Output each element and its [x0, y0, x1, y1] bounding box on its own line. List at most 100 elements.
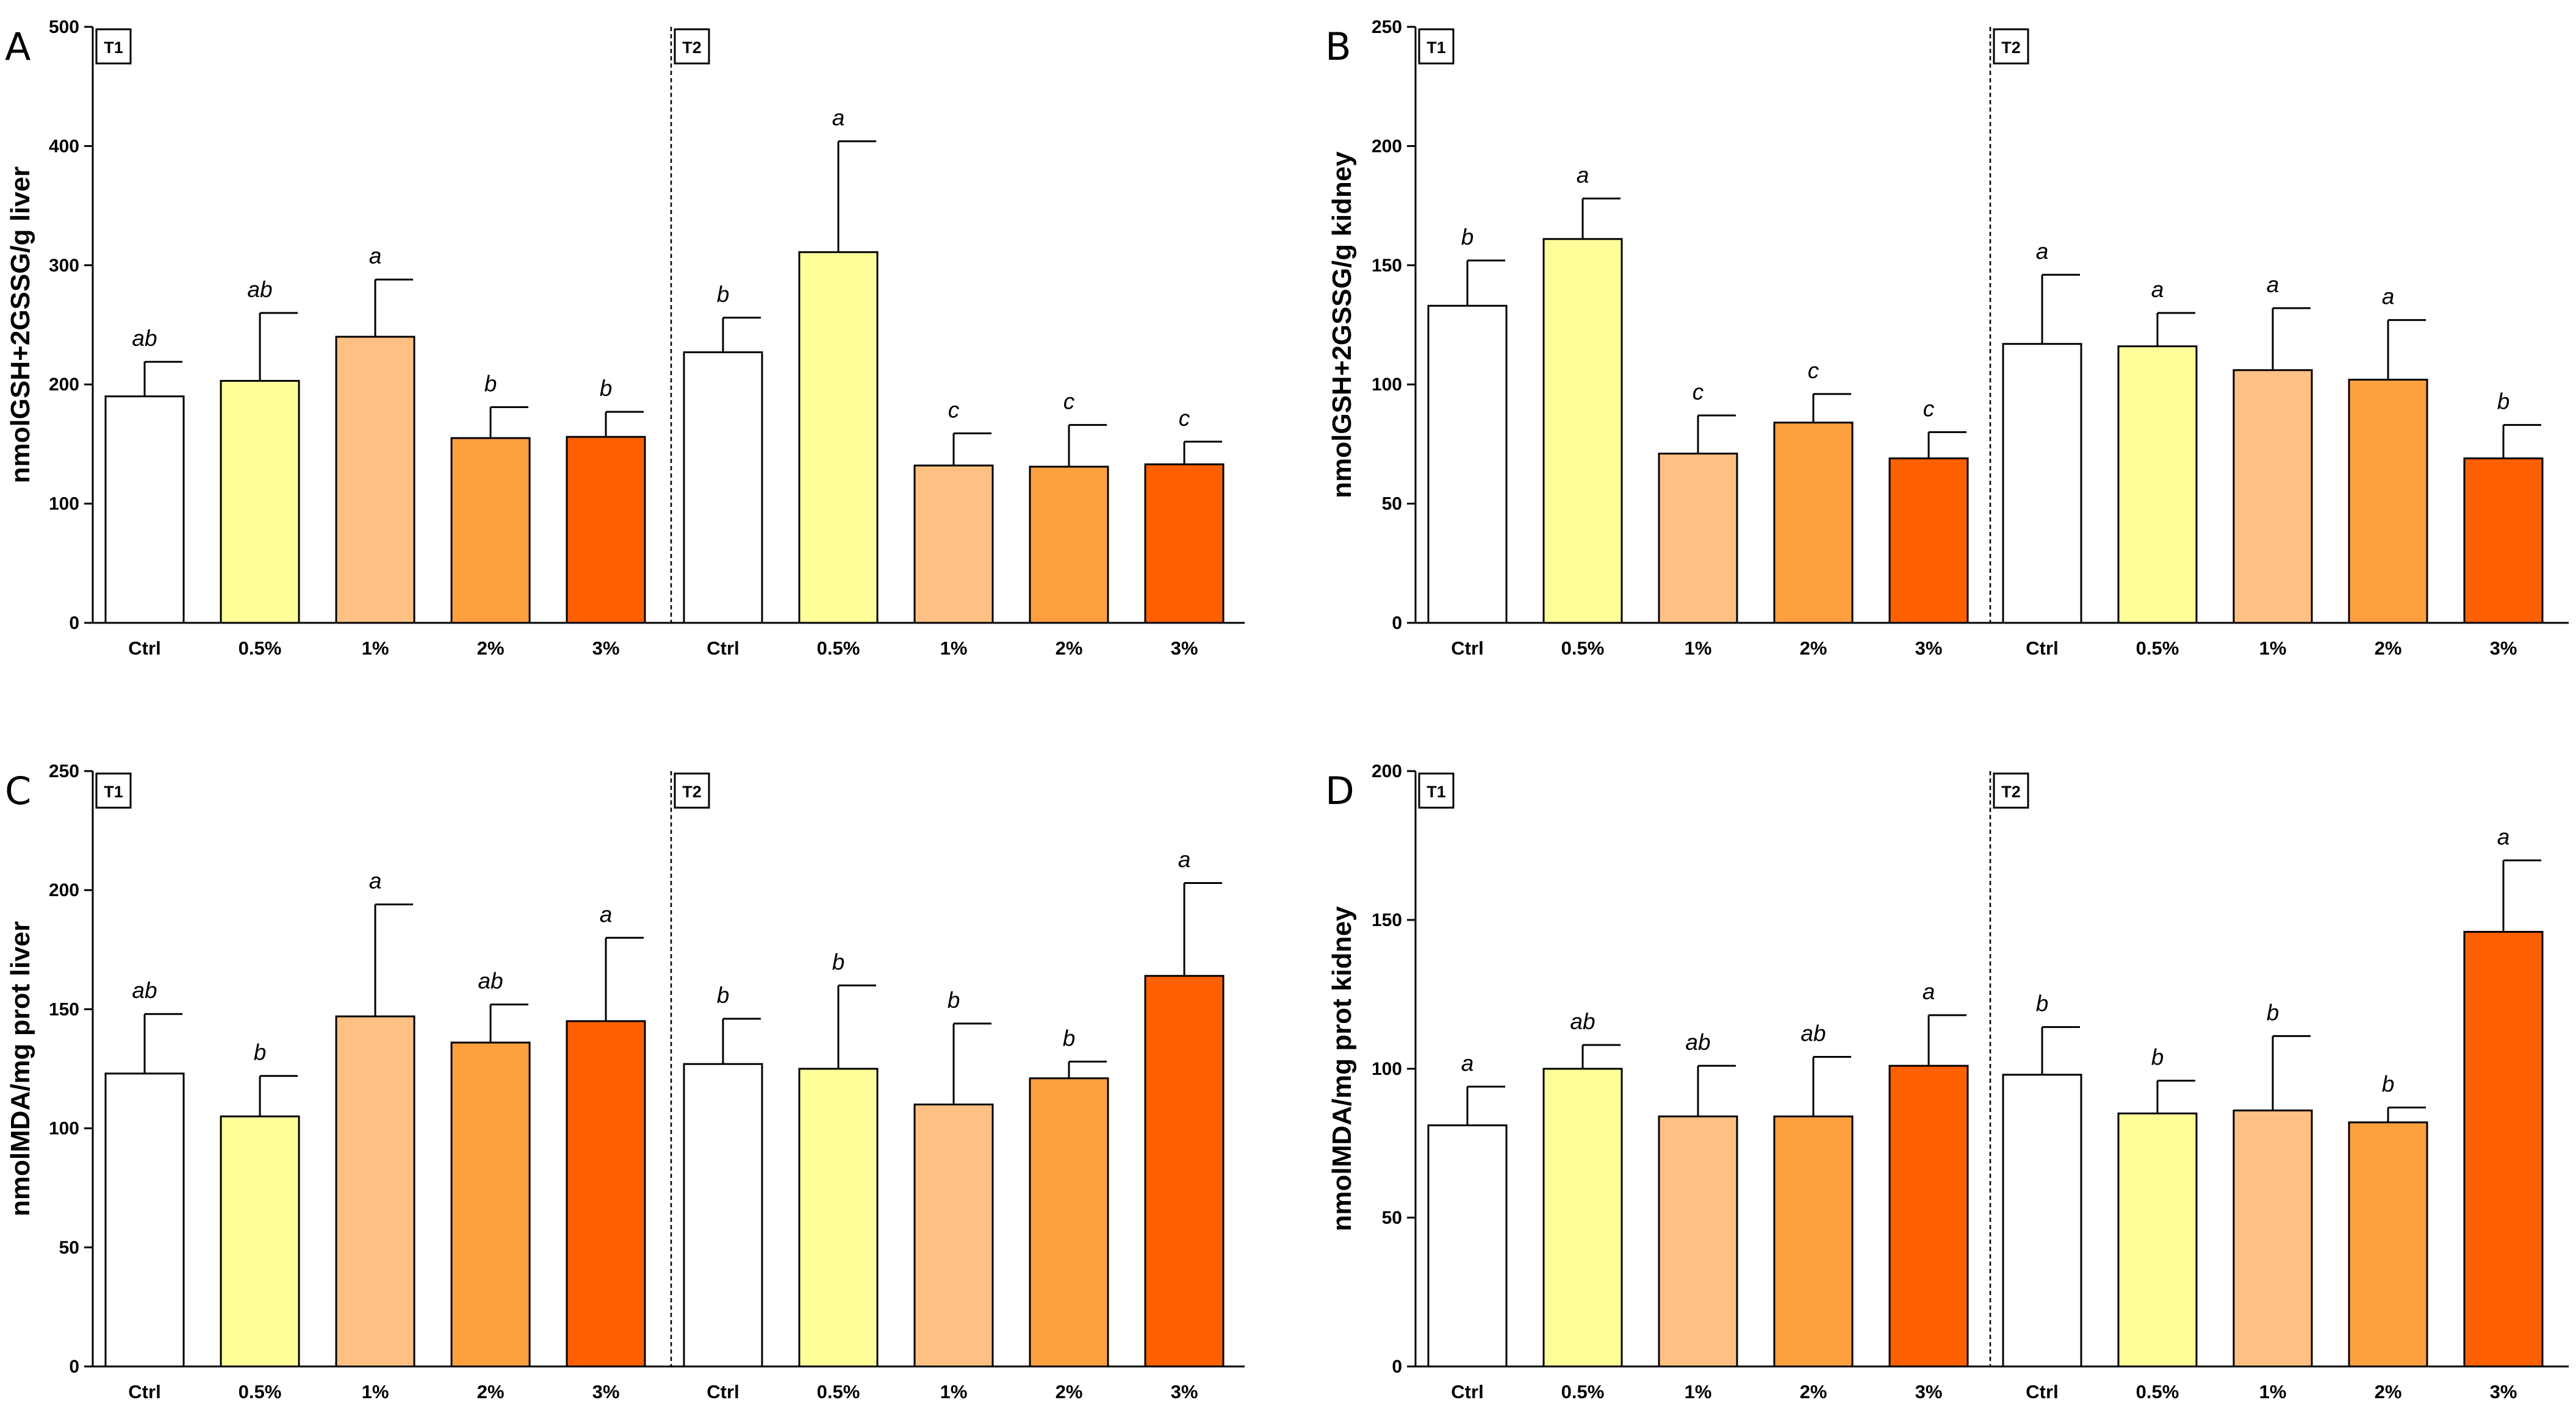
- panel-d-bar: [2117, 1112, 2198, 1368]
- panel-b-sig-letter: b: [1461, 224, 1474, 250]
- panel-c-xtick-label: 3%: [1171, 1381, 1198, 1402]
- panel-a-ytick-label: 200: [49, 375, 79, 395]
- panel-c-sig-letter: b: [832, 949, 845, 974]
- panel-c-bar: [220, 1115, 300, 1368]
- panel-b-bar: [1658, 453, 1738, 624]
- panel-a-bar: [1029, 465, 1109, 624]
- panel-b-group-box: [1993, 28, 2029, 65]
- panel-d-sig-letter: a: [2497, 824, 2510, 849]
- panel-b-xtick-label: 0.5%: [1561, 637, 1605, 659]
- panel-b-sig-letter: a: [2267, 272, 2279, 297]
- panel-d-bar: [2232, 1109, 2313, 1368]
- panel-b-xtick-label: 0.5%: [2136, 637, 2179, 659]
- panel-a-xtick-label: 1%: [362, 637, 389, 659]
- panel-b-xtick-label: 2%: [2375, 637, 2402, 659]
- panel-c-ytick-label: 100: [49, 1119, 79, 1139]
- panel-c-sig-letter: ab: [132, 978, 157, 1003]
- panel-a-bar: [798, 251, 879, 624]
- panel-d-xtick-label: 1%: [2259, 1381, 2287, 1402]
- panel-c-group-label: T2: [682, 783, 702, 801]
- panel-c-bar: [683, 1063, 763, 1368]
- panel-c-bar: [1144, 975, 1225, 1368]
- panel-b-letter: B: [1325, 24, 1351, 69]
- panel-d-xtick-label: 0.5%: [1561, 1381, 1605, 1402]
- panel-b-sig-letter: a: [1577, 162, 1589, 187]
- panel-d-sig-letter: b: [2382, 1071, 2395, 1096]
- panel-d-ytick-label: 50: [1382, 1208, 1402, 1228]
- panel-c-bar: [335, 1015, 416, 1368]
- panel-d-bar: [1427, 1124, 1508, 1368]
- panel-d-sig-letter: a: [1923, 979, 1935, 1004]
- panel-a-xtick-label: 1%: [940, 637, 968, 659]
- panel-b-bar: [1542, 238, 1623, 624]
- panel-a-ylabel: nmolGSH+2GSSG/g liver: [5, 167, 35, 484]
- panel-b-bar: [2002, 343, 2082, 624]
- panel-a-bar: [1144, 463, 1225, 624]
- panel-d-xtick-label: 1%: [1685, 1381, 1712, 1402]
- panel-a-bar: [566, 436, 646, 624]
- panel-b-sig-letter: a: [2151, 277, 2164, 302]
- panel-a-bar: [683, 351, 763, 624]
- panel-b-bar: [2117, 345, 2198, 624]
- panel-b-ylabel: nmolGSH+2GSSG/g kidney: [1327, 151, 1357, 498]
- panel-d-sig-letter: b: [2036, 991, 2049, 1016]
- panel-c-group-box: [95, 772, 132, 809]
- panel-a-ytick-label: 0: [69, 613, 79, 633]
- panel-a-sig-letter: ab: [132, 326, 157, 351]
- panel-b-ytick-label: 250: [1372, 17, 1402, 37]
- panel-b-ytick-label: 100: [1372, 375, 1402, 395]
- panel-b-xtick-label: 2%: [1800, 637, 1827, 659]
- panel-c-xtick-label: 3%: [592, 1381, 620, 1402]
- panel-d-bar: [1658, 1115, 1738, 1368]
- panel-b-ytick-label: 150: [1372, 256, 1402, 276]
- panel-d-ylabel: nmolMDA/mg prot kidney: [1327, 906, 1357, 1231]
- panel-d-xtick-label: Ctrl: [2026, 1381, 2058, 1402]
- panel-a-sig-letter: c: [1179, 406, 1190, 431]
- panel-b-xtick-label: 3%: [2490, 637, 2517, 659]
- panel-a-xtick-label: 3%: [1171, 637, 1198, 659]
- panel-b-ytick-label: 0: [1392, 613, 1402, 633]
- panel-b-ytick-label: 200: [1372, 136, 1402, 156]
- panel-a-xtick-label: Ctrl: [128, 637, 160, 659]
- panel-b-xtick-label: Ctrl: [2026, 637, 2058, 659]
- panel-c-ytick-label: 250: [49, 761, 79, 781]
- panel-a-sig-letter: a: [832, 106, 845, 131]
- panel-d-group-label: T1: [1427, 783, 1446, 801]
- panel-b-sig-letter: c: [1693, 379, 1704, 404]
- panel-d-sig-letter: b: [2267, 1000, 2279, 1025]
- panel-b-bar: [1773, 422, 1854, 624]
- panel-c-sig-letter: a: [1178, 847, 1191, 872]
- panel-b-group-label: T1: [1427, 38, 1446, 57]
- panel-b-xtick-label: 1%: [1685, 637, 1712, 659]
- panel-a-ytick-label: 300: [49, 256, 79, 276]
- panel-b-sig-letter: c: [1923, 396, 1935, 421]
- panel-b-group-label: T2: [2001, 38, 2021, 57]
- panel-c-bar: [450, 1041, 531, 1368]
- panel-c-xtick-label: 0.5%: [239, 1381, 282, 1402]
- panel-b-bar: [2348, 378, 2428, 624]
- panel-d-bar: [1888, 1065, 1969, 1368]
- panel-c-sig-letter: b: [254, 1040, 267, 1065]
- panel-c-xtick-label: 0.5%: [817, 1381, 860, 1402]
- panel-d-xtick-label: 2%: [2375, 1381, 2402, 1402]
- panel-d-ytick-label: 150: [1372, 910, 1402, 930]
- panel-c-ytick-label: 150: [49, 999, 79, 1019]
- panel-c-sig-letter: a: [369, 869, 382, 894]
- panel-c-bar: [1029, 1077, 1109, 1368]
- panel-a-xtick-label: 0.5%: [239, 637, 282, 659]
- panel-d-ytick-label: 0: [1392, 1357, 1402, 1377]
- panel-a-bar: [450, 437, 531, 624]
- panel-d-xtick-label: Ctrl: [1451, 1381, 1483, 1402]
- panel-a-sig-letter: b: [600, 376, 613, 401]
- panel-b-ytick-label: 50: [1382, 494, 1402, 514]
- panel-d-bar: [2348, 1121, 2428, 1368]
- panel-c-bar: [104, 1072, 185, 1368]
- panel-d-bar: [1542, 1068, 1623, 1368]
- panel-a-xtick-label: 0.5%: [817, 637, 860, 659]
- panel-c-group-label: T1: [104, 783, 123, 801]
- panel-b-sig-letter: c: [1808, 358, 1819, 383]
- panel-c-ylabel: nmolMDA/mg prot liver: [5, 921, 35, 1216]
- panel-c-bar: [913, 1104, 994, 1368]
- panel-d-sig-letter: ab: [1801, 1021, 1826, 1046]
- panel-a-group-label: T1: [104, 38, 123, 57]
